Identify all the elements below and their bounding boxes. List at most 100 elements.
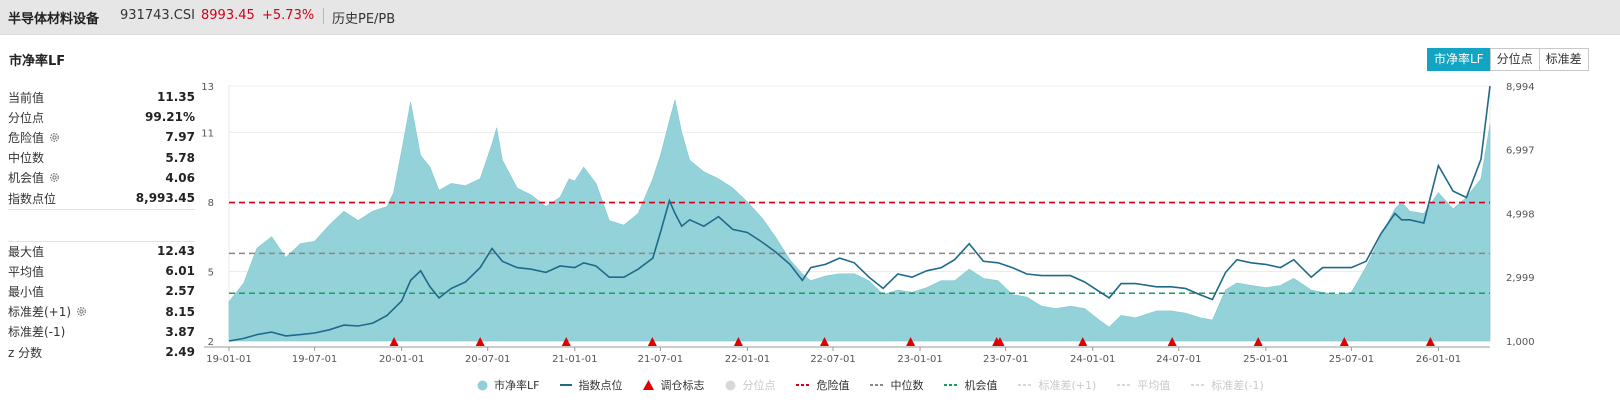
legend-symbol-icon: [560, 384, 573, 386]
index-code: 931743.CSI: [120, 8, 195, 23]
x-tick-label: 26-01-01: [1416, 354, 1461, 365]
tab-pb[interactable]: 市净率LF: [1427, 48, 1491, 71]
legend-item[interactable]: 标准差(-1): [1191, 377, 1264, 393]
legend-item[interactable]: 平均值: [1117, 377, 1170, 393]
stat-label: 最小值: [8, 284, 45, 299]
gear-icon[interactable]: [44, 132, 60, 143]
stat-label: 指数点位: [8, 191, 57, 206]
rebalance-marker: [995, 337, 1005, 346]
stat-value: 8.15: [165, 304, 195, 319]
rebalance-marker: [1078, 337, 1088, 346]
stat-row: 最大值 12.43: [8, 241, 195, 261]
history-pe-pb-link[interactable]: 历史PE/PB: [332, 12, 396, 27]
legend-item[interactable]: 标准差(+1): [1018, 377, 1096, 393]
legend-item[interactable]: 中位数: [870, 377, 923, 393]
x-tick-label: 19-07-01: [292, 354, 337, 365]
legend-symbol-icon: [643, 380, 655, 390]
legend-item[interactable]: 机会值: [944, 377, 997, 393]
index-line: [228, 85, 1491, 342]
x-tick-label: 25-01-01: [1243, 354, 1288, 365]
rebalance-marker: [475, 337, 485, 346]
metric-title: 市净率LF: [9, 54, 66, 69]
stat-row: 分位点 99.21%: [8, 107, 195, 127]
x-tick-label: 22-01-01: [725, 354, 770, 365]
x-tick-label: 24-07-01: [1156, 354, 1201, 365]
stat-label: 分位点: [8, 110, 45, 125]
stat-label: 机会值: [8, 171, 45, 186]
rebalance-marker: [906, 337, 916, 346]
chart-legend: 市净率LF 指数点位 调仓标志 分位点 危险值 中位数 机会值 标准差(+1) 平均值 标准差(-…: [477, 377, 1285, 393]
legend-symbol-icon: [870, 384, 885, 386]
legend-item[interactable]: 调仓标志: [643, 377, 704, 393]
x-tick-label: 24-01-01: [1070, 354, 1115, 365]
legend-item[interactable]: 分位点: [725, 377, 775, 393]
y-left-tick-label: 13: [201, 82, 214, 93]
legend-label: 指数点位: [578, 379, 623, 392]
legend-symbol-icon: [1117, 384, 1132, 386]
stat-value: 7.97: [165, 130, 195, 145]
legend-symbol-icon: [1018, 384, 1033, 386]
x-tick-label: 22-07-01: [810, 354, 855, 365]
stat-label: 标准差(-1): [8, 325, 66, 340]
gear-icon[interactable]: [44, 172, 60, 183]
stat-row: 危险值 7.97: [8, 127, 195, 147]
rebalance-marker: [1167, 337, 1177, 346]
y-left-tick-label: 11: [201, 128, 214, 139]
legend-label: 标准差(+1): [1038, 379, 1097, 392]
legend-symbol-icon: [725, 380, 736, 390]
header-bar: 半导体材料设备 931743.CSI 8993.45 +5.73% 历史PE/P…: [0, 0, 1620, 35]
tab-stddev[interactable]: 标准差: [1538, 48, 1589, 71]
legend-item[interactable]: 危险值: [796, 377, 849, 393]
x-tick-label: 20-07-01: [465, 354, 510, 365]
rebalance-marker: [733, 337, 743, 346]
x-tick-label: 23-07-01: [983, 354, 1028, 365]
rebalance-marker: [1425, 337, 1435, 346]
x-tick-label: 20-01-01: [379, 354, 424, 365]
pb-area: [228, 99, 1491, 342]
legend-symbol-icon: [477, 380, 488, 390]
stats-divider-top: [8, 209, 195, 210]
tab-percentile[interactable]: 分位点: [1489, 48, 1540, 71]
stat-row: 标准差(-1) 3.87: [8, 322, 195, 342]
y-right-tick-label: 1,000: [1506, 337, 1535, 348]
stat-value: 2.57: [165, 284, 195, 299]
stat-value: 11.35: [157, 90, 195, 105]
y-right-tick-label: 4,998: [1506, 209, 1535, 220]
x-tick-label: 21-07-01: [638, 354, 683, 365]
legend-label: 中位数: [890, 379, 924, 392]
y-right-tick-label: 2,999: [1506, 273, 1535, 284]
stat-value: 2.49: [165, 345, 195, 360]
x-tick-label: 21-01-01: [552, 354, 597, 365]
stat-row: 中位数 5.78: [8, 148, 195, 168]
stat-label: z 分数: [8, 345, 43, 360]
stat-value: 8,993.45: [135, 191, 195, 206]
legend-label: 分位点: [742, 379, 776, 392]
legend-item[interactable]: 市净率LF: [477, 377, 539, 393]
stat-value: 4.06: [165, 170, 195, 185]
stat-row: 指数点位 8,993.45: [8, 188, 195, 208]
rebalance-marker: [1253, 337, 1263, 346]
gear-icon[interactable]: [71, 306, 87, 317]
stat-row: 标准差(+1) 8.15: [8, 302, 195, 322]
y-left-tick-label: 2: [208, 337, 214, 348]
legend-label: 调仓标志: [660, 379, 705, 392]
rebalance-marker: [647, 337, 657, 346]
legend-item[interactable]: 指数点位: [560, 377, 622, 393]
stat-label: 危险值: [8, 130, 45, 145]
rebalance-marker: [389, 337, 399, 346]
rebalance-marker: [1339, 337, 1349, 346]
stat-label: 最大值: [8, 244, 45, 259]
y-left-tick-label: 5: [208, 267, 214, 278]
rebalance-marker: [819, 337, 829, 346]
legend-label: 标准差(-1): [1211, 379, 1264, 392]
stat-row: 平均值 6.01: [8, 261, 195, 281]
y-left-tick-label: 8: [208, 198, 214, 209]
stat-value: 99.21%: [145, 110, 195, 125]
stat-value: 12.43: [157, 244, 195, 259]
stat-row: 最小值 2.57: [8, 281, 195, 301]
header-divider: [323, 8, 324, 24]
x-tick-label: 23-01-01: [897, 354, 942, 365]
legend-label: 危险值: [816, 379, 850, 392]
legend-symbol-icon: [944, 384, 959, 386]
stat-row: 当前值 11.35: [8, 87, 195, 107]
